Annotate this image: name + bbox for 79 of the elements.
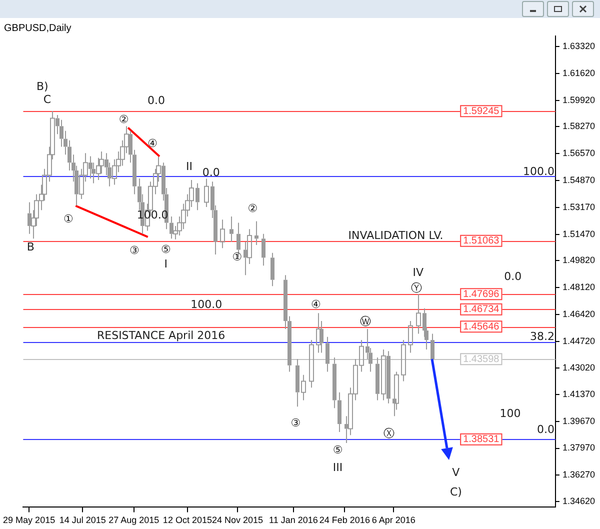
annotation: Ⓨ (411, 281, 422, 294)
annotation: ① (64, 212, 74, 226)
annotation: 0.0 (504, 270, 522, 284)
annotation: B (26, 240, 34, 254)
annotation: C (43, 92, 52, 106)
y-tick-label: 1.49820 (562, 254, 596, 265)
ref-line-label: 1.51063 (463, 236, 500, 247)
ref-line-label: 1.38531 (463, 434, 500, 446)
annotation: Ⓧ (383, 427, 394, 440)
x-tick-label: 27 Aug 2015 (108, 515, 160, 526)
annotation: ⑤ (160, 242, 171, 256)
x-tick-label: 29 May 2015 (3, 515, 56, 526)
candlestick (230, 216, 234, 242)
candlestick (262, 233, 266, 266)
annotation: ① (232, 250, 242, 264)
annotation: 38.2 (530, 330, 554, 343)
x-tick-label: 24 Nov 2015 (212, 515, 264, 526)
y-tick-label: 1.48120 (562, 282, 596, 292)
y-tick-label: 1.41370 (562, 388, 596, 399)
chart-title: GBPUSD,Daily (4, 22, 72, 34)
ref-line-label: 1.47696 (463, 288, 500, 300)
candlestick (309, 340, 314, 388)
x-tick-label: 24 Feb 2016 (319, 515, 370, 526)
y-tick-label: 1.36270 (562, 470, 596, 480)
y-tick-label: 1.46420 (562, 308, 596, 319)
ref-line-label: 1.59245 (463, 106, 500, 117)
annotation: IV (412, 266, 424, 279)
y-tick-label: 1.53170 (562, 202, 596, 212)
annotation: B) (36, 80, 48, 94)
y-tick-label: 1.44720 (562, 336, 596, 346)
ref-line-label: 1.46734 (463, 304, 500, 316)
y-tick-label: 1.34620 (562, 496, 596, 506)
annotation: ② (248, 202, 258, 215)
x-tick-label: 12 Oct 2015 (162, 515, 212, 526)
annotation: III (332, 460, 343, 474)
ref-line-label: 1.45646 (463, 321, 500, 332)
candlestick (316, 312, 321, 354)
annotation: ③ (290, 416, 301, 430)
candlestick (332, 356, 336, 409)
x-tick-label: 11 Jan 2016 (268, 515, 318, 526)
annotation: Ⓦ (360, 314, 371, 328)
annotation: 100.0 (522, 165, 554, 178)
ref-line-label: 1.43598 (463, 354, 500, 365)
annotation: ④ (311, 298, 322, 311)
annotation: V (452, 466, 460, 480)
annotation: ④ (148, 136, 158, 150)
candlestick (270, 252, 274, 287)
candlestick (401, 340, 406, 382)
y-tick-label: 1.51470 (562, 228, 596, 239)
x-tick-label: 14 Jul 2015 (59, 515, 106, 526)
annotation: 0.0 (202, 166, 220, 179)
annotation: ③ (130, 244, 140, 258)
annotation: 100.0 (190, 298, 222, 311)
candlestick (326, 336, 330, 372)
y-tick-label: 1.61620 (562, 68, 596, 78)
x-tick-label: 6 Apr 2016 (372, 515, 416, 526)
y-tick-label: 1.63320 (562, 41, 596, 52)
y-tick-label: 1.58270 (562, 121, 596, 132)
candlestick (254, 220, 258, 246)
candlestick (220, 219, 225, 249)
annotation: 0.0 (536, 422, 554, 436)
y-tick-label: 1.39670 (562, 416, 596, 426)
annotation: 0.0 (148, 94, 166, 107)
annotation: RESISTANCE April 2016 (96, 329, 226, 342)
annotation: INVALIDATION LV. (348, 229, 444, 242)
candlestick (338, 392, 342, 432)
annotation: 100 (500, 406, 521, 420)
annotation: C) (450, 485, 462, 498)
y-tick-label: 1.59920 (562, 94, 596, 105)
annotation: I (164, 257, 168, 270)
annotation: II (186, 160, 193, 173)
annotation: 100.0 (136, 208, 168, 222)
candlestick (408, 320, 413, 354)
annotation: ⑤ (332, 444, 343, 457)
y-tick-label: 1.37970 (562, 442, 596, 453)
y-tick-label: 1.43020 (562, 362, 596, 373)
y-tick-label: 1.54870 (562, 174, 596, 185)
annotation: ② (118, 113, 129, 126)
y-tick-label: 1.56570 (562, 148, 596, 158)
